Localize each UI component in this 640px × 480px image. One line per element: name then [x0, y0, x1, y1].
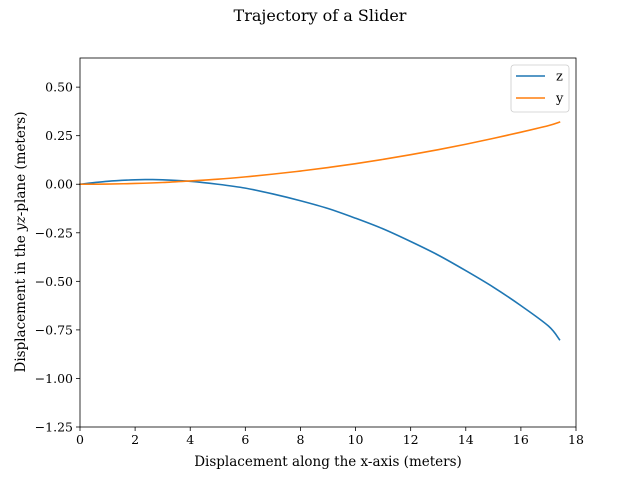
- y-tick-label: −0.25: [35, 225, 73, 240]
- y-tick-label: 0.00: [45, 177, 73, 192]
- x-tick-label: 6: [241, 432, 249, 447]
- x-tick-label: 0: [76, 432, 84, 447]
- x-tick-label: 18: [568, 432, 584, 447]
- y-axis-label-before: Displacement in the: [13, 231, 29, 373]
- series-layer: [79, 121, 561, 341]
- y-axis: 0.50 0.25 0.00 −0.25 −0.50 −0.75 −1.00 −1.25: [35, 80, 80, 435]
- series-line-y: [79, 121, 561, 186]
- y-tick-label: −0.50: [35, 274, 73, 289]
- plot-frame: [79, 57, 577, 428]
- y-tick-label: −0.75: [35, 322, 73, 337]
- plot-area: [79, 57, 577, 428]
- series-line-z: [79, 178, 561, 341]
- x-axis: 0 2 4 6 8 10 12 14 16 18: [76, 427, 584, 447]
- chart-title: Trajectory of a Slider: [234, 6, 407, 25]
- x-tick-label: 2: [131, 432, 139, 447]
- x-tick-label: 10: [348, 432, 364, 447]
- legend-label-z: z: [556, 70, 563, 85]
- y-tick-label: 0.25: [45, 128, 73, 143]
- y-axis-label-after: -plane (meters): [13, 112, 29, 217]
- y-tick-label: 0.50: [45, 80, 73, 95]
- x-tick-label: 8: [296, 432, 304, 447]
- y-tick-label: −1.00: [35, 371, 73, 386]
- x-tick-label: 16: [513, 432, 529, 447]
- x-tick-label: 12: [403, 432, 419, 447]
- y-tick-label: −1.25: [35, 420, 73, 435]
- legend: zy: [510, 64, 570, 113]
- x-tick-label: 14: [458, 432, 474, 447]
- x-tick-label: 4: [186, 432, 194, 447]
- plot-background: [80, 58, 576, 427]
- y-axis-label-italic: yz: [13, 215, 29, 232]
- x-axis-label: Displacement along the x-axis (meters): [194, 454, 462, 470]
- legend-entries: zy: [516, 70, 564, 107]
- y-axis-label: Displacement in the yz-plane (meters): [13, 112, 29, 373]
- legend-label-y: y: [555, 92, 564, 107]
